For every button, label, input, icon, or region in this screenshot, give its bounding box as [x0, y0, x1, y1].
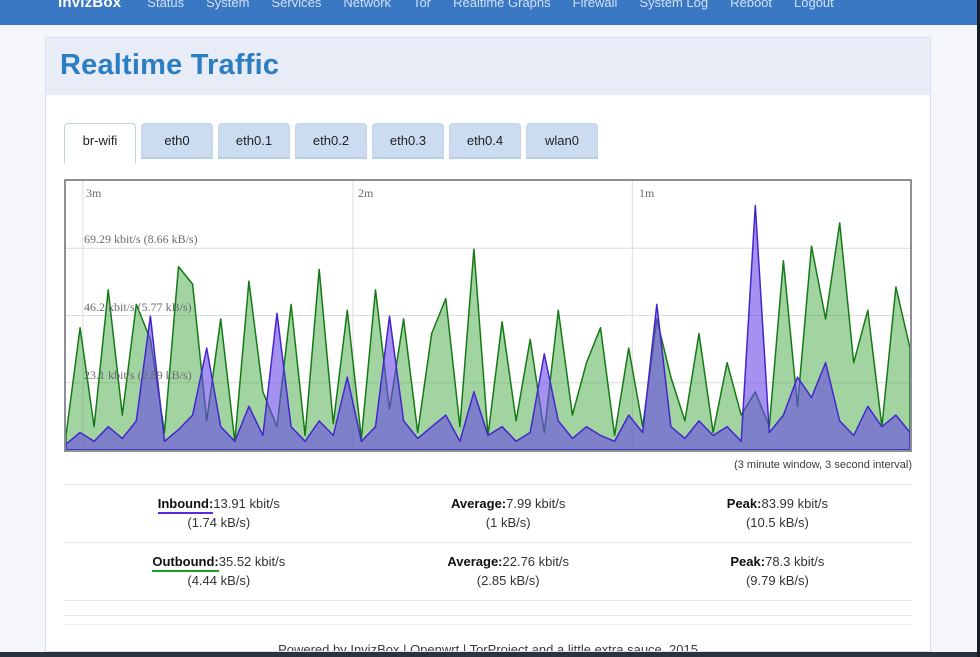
inbound-peak-label: Peak: [727, 496, 762, 514]
tab-eth0-1[interactable]: eth0.1 [218, 123, 290, 159]
y-axis-tick-46: 46.2 kbit/s (5.77 kB/s) [84, 300, 192, 315]
nav-item-6[interactable]: Firewall [573, 0, 618, 10]
stats-spacer-row [64, 600, 912, 615]
tab-eth0-2[interactable]: eth0.2 [295, 123, 367, 159]
traffic-chart: 3m 2m 1m 69.29 kbit/s (8.66 kB/s) 46.2 k… [64, 179, 912, 452]
outbound-average-label: Average: [447, 554, 502, 572]
footer-credits: Powered by InvizBox | Openwrt | TorProje… [64, 625, 912, 652]
time-marker-1m: 1m [639, 186, 654, 201]
traffic-stats-table: Inbound:13.91 kbit/s (1.74 kB/s) Average… [64, 484, 912, 616]
outbound-current-sub: (4.44 kB/s) [64, 571, 374, 590]
outbound-average-sub: (2.85 kB/s) [374, 571, 643, 590]
nav-item-7[interactable]: System Log [639, 0, 708, 10]
outbound-current-cell: Outbound:35.52 kbit/s (4.44 kB/s) [64, 552, 374, 590]
outbound-stats-row: Outbound:35.52 kbit/s (4.44 kB/s) Averag… [64, 542, 912, 600]
inbound-stats-row: Inbound:13.91 kbit/s (1.74 kB/s) Average… [64, 484, 912, 542]
tab-wlan0[interactable]: wlan0 [526, 123, 598, 159]
inbound-peak-cell: Peak:83.99 kbit/s (10.5 kB/s) [643, 494, 912, 532]
nav-item-8[interactable]: Reboot [730, 0, 772, 10]
stats-bottom-rule [64, 615, 912, 616]
y-axis-tick-23: 23.1 kbit/s (2.89 kB/s) [84, 368, 192, 383]
outbound-peak-cell: Peak:78.3 kbit/s (9.79 kB/s) [643, 552, 912, 590]
nav-item-3[interactable]: Network [343, 0, 391, 10]
inbound-current-value: 13.91 kbit/s [213, 496, 280, 511]
main-card: Realtime Traffic br-wifi eth0 eth0.1 eth… [45, 37, 931, 652]
nav-item-2[interactable]: Services [271, 0, 321, 10]
nav-item-4[interactable]: Tor [413, 0, 431, 10]
inbound-legend-key: Inbound: [158, 496, 214, 514]
time-marker-2m: 2m [358, 186, 373, 201]
window-bottom-edge [0, 652, 980, 657]
card-header: Realtime Traffic [46, 38, 930, 95]
time-marker-3m: 3m [86, 186, 101, 201]
inbound-average-sub: (1 kB/s) [374, 513, 643, 532]
inbound-average-label: Average: [451, 496, 506, 514]
outbound-current-value: 35.52 kbit/s [219, 554, 286, 569]
nav-item-1[interactable]: System [206, 0, 249, 10]
brand-invizbox[interactable]: InvizBox [58, 0, 121, 11]
outbound-peak-value: 78.3 kbit/s [765, 554, 824, 569]
inbound-current-sub: (1.74 kB/s) [64, 513, 374, 532]
tab-eth0[interactable]: eth0 [141, 123, 213, 159]
inbound-average-value: 7.99 kbit/s [506, 496, 565, 511]
outbound-average-value: 22.76 kbit/s [503, 554, 570, 569]
inbound-current-cell: Inbound:13.91 kbit/s (1.74 kB/s) [64, 494, 374, 532]
nav-item-9[interactable]: Logout [794, 0, 834, 10]
y-axis-tick-69: 69.29 kbit/s (8.66 kB/s) [84, 232, 198, 247]
outbound-peak-label: Peak: [730, 554, 765, 572]
traffic-chart-svg [66, 181, 910, 450]
outbound-legend-key: Outbound: [152, 554, 218, 572]
outbound-peak-sub: (9.79 kB/s) [643, 571, 912, 590]
page-title: Realtime Traffic [60, 49, 916, 82]
inbound-peak-sub: (10.5 kB/s) [643, 513, 912, 532]
inbound-peak-value: 83.99 kbit/s [761, 496, 828, 511]
nav-item-0[interactable]: Status [147, 0, 184, 10]
tab-br-wifi[interactable]: br-wifi [64, 123, 136, 164]
tab-eth0-3[interactable]: eth0.3 [372, 123, 444, 159]
inbound-average-cell: Average:7.99 kbit/s (1 kB/s) [374, 494, 643, 532]
interface-tabs: br-wifi eth0 eth0.1 eth0.2 eth0.3 eth0.4… [64, 123, 912, 164]
tab-eth0-4[interactable]: eth0.4 [449, 123, 521, 159]
nav-item-5[interactable]: Realtime Graphs [453, 0, 551, 10]
outbound-average-cell: Average:22.76 kbit/s (2.85 kB/s) [374, 552, 643, 590]
card-body: br-wifi eth0 eth0.1 eth0.2 eth0.3 eth0.4… [46, 123, 930, 652]
top-navbar: InvizBox Status System Services Network … [0, 0, 980, 25]
chart-interval-note: (3 minute window, 3 second interval) [64, 459, 912, 471]
